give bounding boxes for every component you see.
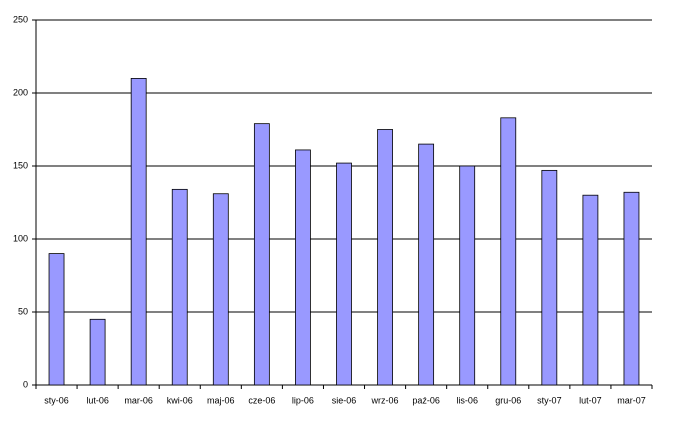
x-tick-label: gru-06 <box>495 395 521 405</box>
y-tick-label: 0 <box>23 379 28 389</box>
bar <box>89 318 106 386</box>
x-tick-label: sty-07 <box>537 395 562 405</box>
y-tick-label: 200 <box>13 87 28 97</box>
x-tick-label: mar-07 <box>617 395 646 405</box>
x-tick-label: lis-06 <box>456 395 478 405</box>
y-tick-label: 150 <box>13 160 28 170</box>
bar <box>171 188 188 386</box>
bar <box>623 191 640 386</box>
bar <box>500 117 517 386</box>
y-tick-label: 250 <box>13 14 28 24</box>
x-tick-label: sty-06 <box>44 395 69 405</box>
bar <box>377 129 393 386</box>
x-tick-label: kwi-06 <box>167 395 193 405</box>
x-tick-label: cze-06 <box>248 395 275 405</box>
x-tick-label: lut-06 <box>86 395 109 405</box>
bar <box>418 143 435 386</box>
x-tick-label: sie-06 <box>332 395 357 405</box>
x-tick-label: maj-06 <box>207 395 235 405</box>
y-tick-label: 50 <box>18 306 28 316</box>
x-tick-label: lip-06 <box>292 395 314 405</box>
x-tick-label: mar-06 <box>124 395 153 405</box>
x-tick-label: wrz-06 <box>371 395 399 405</box>
x-tick-label: paź-06 <box>412 395 440 405</box>
bar <box>336 162 352 386</box>
y-tick-label: 100 <box>13 233 28 243</box>
bar <box>295 149 311 386</box>
bar <box>253 123 270 386</box>
bar <box>130 78 147 386</box>
bar <box>212 193 229 386</box>
x-tick-label: lut-07 <box>579 395 602 405</box>
bar <box>582 194 599 386</box>
bar <box>48 253 65 386</box>
bar <box>541 169 558 386</box>
bar <box>459 165 476 386</box>
